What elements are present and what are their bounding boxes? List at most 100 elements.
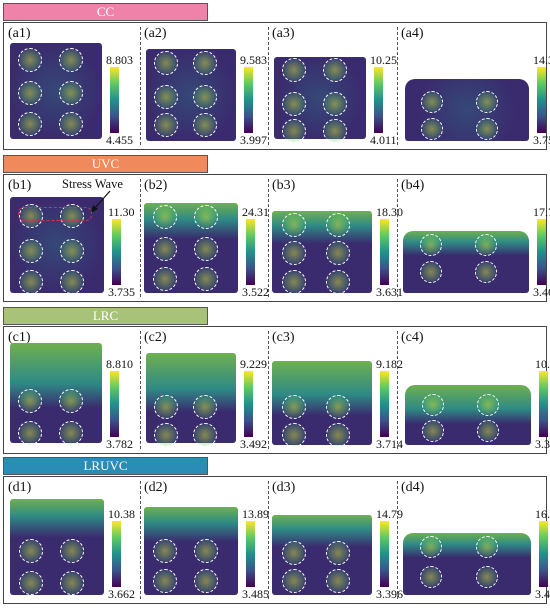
- panel-divider: [140, 27, 141, 145]
- reinforcement-circle: [152, 539, 177, 563]
- panel-label: (d1): [8, 480, 32, 495]
- reinforcement-circle: [282, 92, 307, 116]
- reinforcement-circle: [476, 566, 499, 588]
- reinforcement-circle: [58, 112, 83, 136]
- reinforcement-circle: [152, 267, 177, 291]
- section-header-lrc: LRC: [3, 307, 208, 325]
- reinforcement-circle: [193, 85, 218, 109]
- colorbar: [539, 371, 548, 437]
- colorbar: [112, 219, 121, 285]
- reinforcement-circle: [419, 234, 442, 256]
- panel-label: (c4): [401, 330, 424, 345]
- reinforcement-circle: [282, 541, 306, 565]
- colorbar: [380, 521, 389, 587]
- reinforcement-circle: [421, 420, 444, 442]
- colorbar-max-label: 9.182: [376, 357, 403, 371]
- panel-divider: [397, 179, 398, 297]
- reinforcement-circle: [58, 421, 83, 445]
- colorbar-min-label: 3.997: [240, 133, 267, 147]
- reinforcement-circle: [326, 395, 350, 419]
- reinforcement-circle: [282, 119, 307, 143]
- reinforcement-circle: [58, 389, 83, 413]
- reinforcement-circle: [475, 118, 498, 140]
- colorbar: [110, 371, 119, 437]
- colorbar-min-label: 3.631: [376, 285, 403, 299]
- colorbar: [112, 521, 121, 587]
- colorbar-max-label: 18.30: [376, 205, 403, 219]
- reinforcement-circle: [420, 536, 443, 558]
- colorbar: [246, 219, 255, 285]
- panel-divider: [268, 179, 269, 297]
- reinforcement-circle: [60, 539, 85, 563]
- reinforcement-circle: [193, 113, 218, 137]
- colorbar-max-label: 14.79: [376, 507, 403, 521]
- panel-c1: (c1) 8.810 3.782: [4, 327, 140, 453]
- panel-a2: (a2) 9.583 3.997: [140, 23, 268, 149]
- colorbar-max-label: 10.25: [370, 53, 397, 67]
- panel-label: (b3): [272, 178, 296, 193]
- reinforcement-circle: [18, 389, 43, 413]
- panel-divider: [397, 481, 398, 599]
- colorbar-min-label: 3.752: [533, 133, 550, 147]
- colorbar: [380, 219, 389, 285]
- section-box-uvc: (b1) 11.30 3.735 Stress Wave (b2) 24.31 3.522(…: [3, 174, 550, 302]
- reinforcement-circle: [282, 270, 306, 294]
- section-header-lruvc: LRUVC: [3, 457, 208, 475]
- reinforcement-circle: [153, 395, 178, 419]
- colorbar: [244, 67, 253, 133]
- colorbar: [374, 67, 383, 133]
- panel-label: (a2): [144, 26, 167, 41]
- reinforcement-circle: [194, 237, 219, 261]
- colorbar-min-label: 3.441: [535, 587, 550, 601]
- panel-d3: (d3) 14.79 3.396: [268, 477, 403, 603]
- panel-divider: [140, 331, 141, 449]
- panel-label: (c3): [272, 330, 295, 345]
- reinforcement-circle: [60, 571, 85, 595]
- section-header-uvc: UVC: [3, 155, 208, 173]
- panel-a4: (a4) 14.37 3.752: [397, 23, 550, 149]
- reinforcement-circle: [18, 571, 43, 595]
- reinforcement-circle: [60, 204, 85, 228]
- reinforcement-circle: [193, 51, 218, 75]
- colorbar-min-label: 3.311: [535, 437, 550, 451]
- reinforcement-circle: [18, 112, 43, 136]
- colorbar-max-label: 10.46: [535, 357, 550, 371]
- reinforcement-circle: [420, 566, 443, 588]
- panel-d2: (d2) 13.89 3.485: [140, 477, 269, 603]
- colorbar: [246, 521, 255, 587]
- panel-b2: (b2) 24.31 3.522: [140, 175, 269, 301]
- colorbar-max-label: 17.74: [533, 205, 550, 219]
- reinforcement-circle: [326, 569, 350, 593]
- reinforcement-circle: [421, 118, 444, 140]
- reinforcement-circle: [193, 423, 218, 447]
- colorbar-min-label: 3.522: [242, 285, 269, 299]
- colorbar-min-label: 3.735: [108, 285, 135, 299]
- colorbar-max-label: 10.38: [108, 507, 135, 521]
- reinforcement-circle: [475, 234, 498, 256]
- reinforcement-circle: [326, 541, 350, 565]
- colorbar-max-label: 9.583: [240, 53, 267, 67]
- panel-label: (b1): [8, 178, 32, 193]
- panel-b3: (b3) 18.30 3.631: [268, 175, 403, 301]
- colorbar-max-label: 8.810: [106, 357, 133, 371]
- colorbar: [380, 371, 389, 437]
- reinforcement-circle: [194, 205, 219, 229]
- colorbar-max-label: 11.30: [108, 205, 135, 219]
- panel-c4: (c4) 10.46 3.311: [397, 327, 550, 453]
- colorbar: [537, 67, 546, 133]
- reinforcement-circle: [282, 423, 306, 447]
- reinforcement-circle: [475, 261, 498, 283]
- reinforcement-circle: [153, 51, 178, 75]
- section-box-cc: (a1) 8.803 4.455 (a2) 9.583 3.997 (a3) 10.25 4.0…: [3, 22, 550, 150]
- colorbar-max-label: 14.37: [533, 53, 550, 67]
- section-header-cc: CC: [3, 3, 208, 21]
- panel-label: (c1): [8, 330, 31, 345]
- panel-b4: (b4) 17.74 3.463: [397, 175, 550, 301]
- reinforcement-circle: [282, 58, 307, 82]
- reinforcement-circle: [194, 267, 219, 291]
- panel-a3: (a3) 10.25 4.011: [268, 23, 397, 149]
- reinforcement-circle: [18, 239, 43, 263]
- panel-c3: (c3) 9.182 3.714: [268, 327, 403, 453]
- panel-divider: [268, 27, 269, 145]
- panel-divider: [268, 331, 269, 449]
